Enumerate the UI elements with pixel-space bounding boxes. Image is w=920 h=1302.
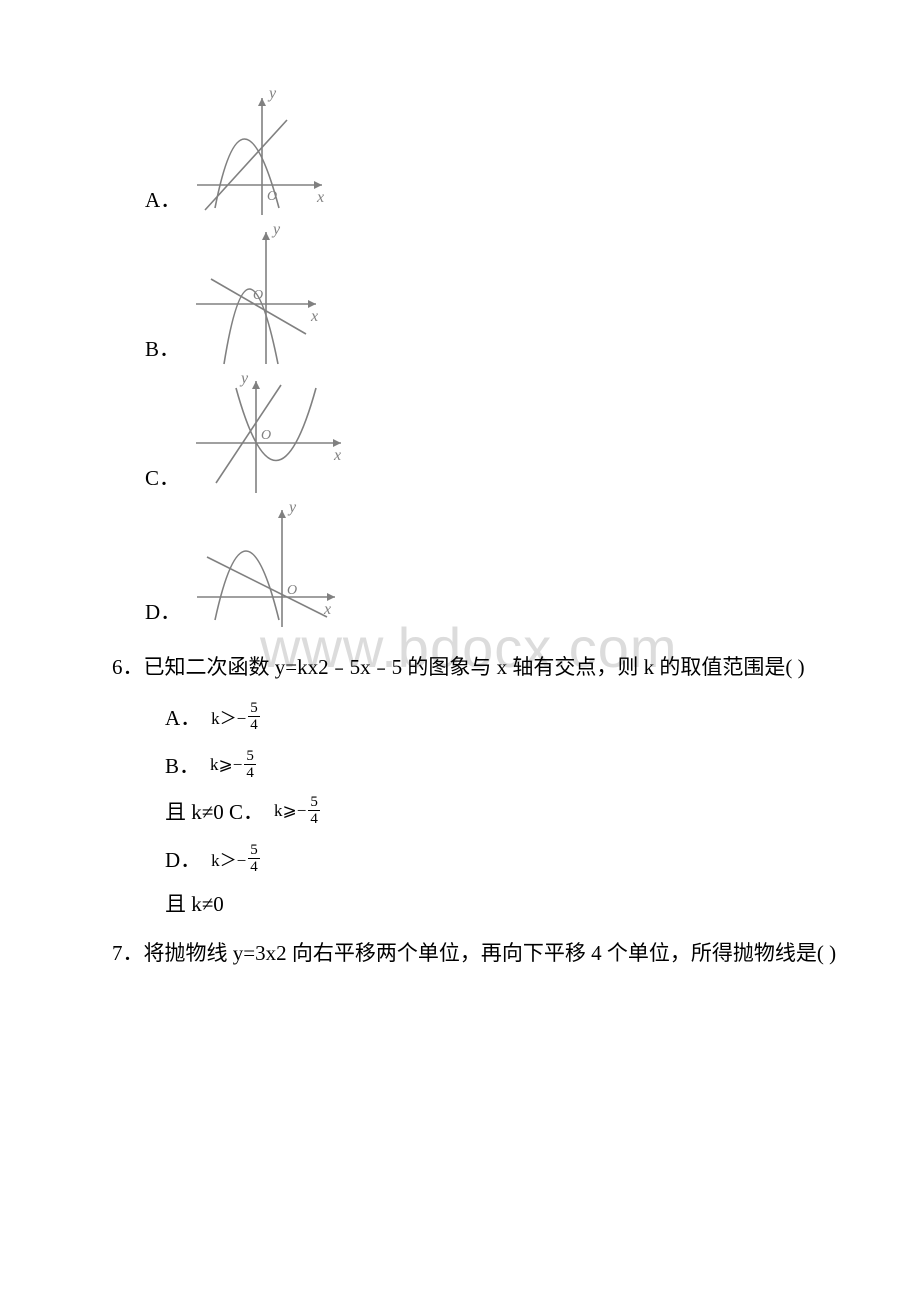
q6-a-den: 4 <box>248 717 260 734</box>
svg-text:x: x <box>310 308 318 325</box>
svg-text:x: x <box>333 447 341 464</box>
graph-c-svg: y x O <box>186 373 351 498</box>
option-a-letter: A． <box>145 184 181 220</box>
q6-b-prefix: k⩾− <box>210 755 242 775</box>
page-content: A． y x O B． <box>0 0 920 1041</box>
question-6-text: 6．已知二次函数 y=kx2﹣5x﹣5 的图象与 x 轴有交点，则 k 的取值范… <box>70 650 850 686</box>
q6-a-num: 5 <box>248 700 260 718</box>
question-7-text: 7．将抛物线 y=3x2 向右平移两个单位，再向下平移 4 个单位，所得抛物线是… <box>70 936 850 972</box>
q6-d-expr: k＞− 5 4 <box>211 842 260 876</box>
q6-c-expr: k⩾− 5 4 <box>274 794 320 828</box>
q6-b-fraction: 5 4 <box>244 748 256 782</box>
q6-a-expr: k＞− 5 4 <box>211 700 260 734</box>
graph-option-b: B． y x O <box>145 224 850 369</box>
q6-a-fraction: 5 4 <box>248 700 260 734</box>
svg-text:O: O <box>253 288 263 303</box>
graph-option-c: C． y x O <box>145 373 850 498</box>
svg-text:O: O <box>267 189 277 204</box>
graph-a-svg: y x O <box>187 90 337 220</box>
option-c-letter: C． <box>145 462 180 498</box>
option-b-letter: B． <box>145 333 180 369</box>
q6-option-d: D． k＞− 5 4 <box>165 842 850 876</box>
svg-text:x: x <box>316 189 324 206</box>
q6-c-den: 4 <box>308 811 320 828</box>
svg-text:y: y <box>287 502 297 516</box>
option-d-letter: D． <box>145 596 181 632</box>
q6-a-prefix: k＞− <box>211 704 246 729</box>
q6-d-letter: D． <box>165 844 201 874</box>
q6-b-expr: k⩾− 5 4 <box>210 748 256 782</box>
q6-trailing-text: 且 k≠0 <box>165 888 224 918</box>
q6-d-num: 5 <box>248 842 260 860</box>
q6-b-num: 5 <box>244 748 256 766</box>
q6-option-c: 且 k≠0 C． k⩾− 5 4 <box>165 794 850 828</box>
q6-d-den: 4 <box>248 859 260 876</box>
q6-a-letter: A． <box>165 702 201 732</box>
svg-text:y: y <box>271 224 281 238</box>
q6-c-prefix: k⩾− <box>274 801 306 821</box>
svg-text:O: O <box>287 583 297 598</box>
q6-b-den: 4 <box>244 765 256 782</box>
q6-b-letter: B． <box>165 750 200 780</box>
svg-text:x: x <box>323 601 331 618</box>
svg-text:y: y <box>267 90 277 102</box>
q6-d-prefix: k＞− <box>211 846 246 871</box>
q6-d-fraction: 5 4 <box>248 842 260 876</box>
q6-c-fraction: 5 4 <box>308 794 320 828</box>
graph-d-svg: y x O <box>187 502 347 632</box>
svg-text:O: O <box>261 428 271 443</box>
q6-option-b: B． k⩾− 5 4 <box>165 748 850 782</box>
graph-option-d: D． y x O <box>145 502 850 632</box>
q6-c-num: 5 <box>308 794 320 812</box>
q6-trailing: 且 k≠0 <box>165 888 850 918</box>
graph-b-svg: y x O <box>186 224 331 369</box>
q6-c-andprefix: 且 k≠0 C． <box>165 796 264 826</box>
q6-option-a: A． k＞− 5 4 <box>165 700 850 734</box>
graph-option-a: A． y x O <box>145 90 850 220</box>
svg-text:y: y <box>239 373 249 387</box>
